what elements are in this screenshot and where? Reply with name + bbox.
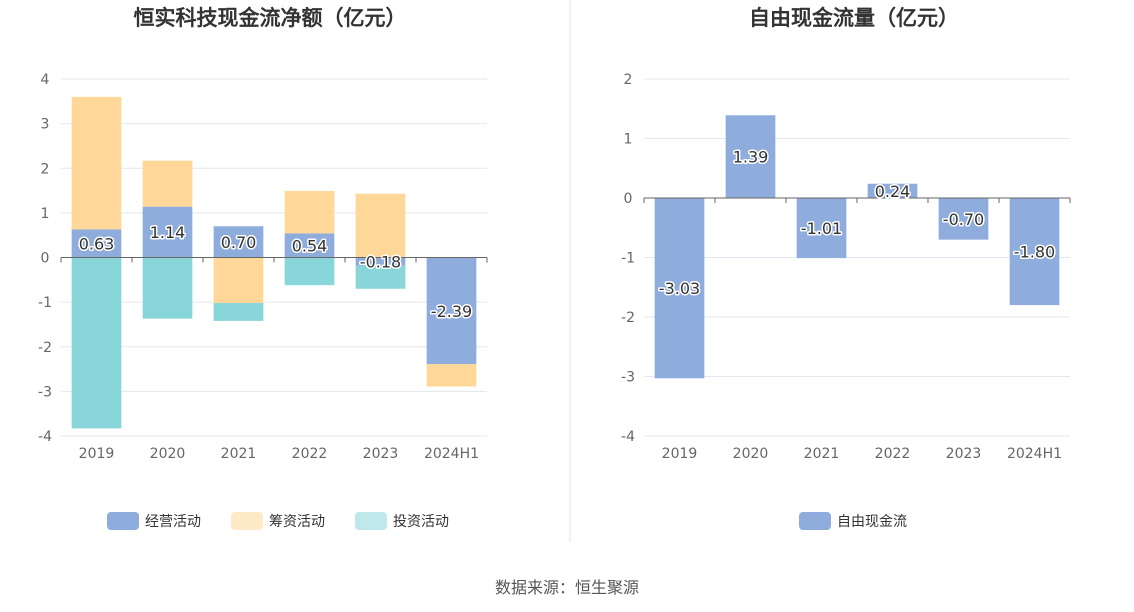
- cashflow-bar: [284, 257, 335, 286]
- cashflow-legend-swatch: [231, 512, 263, 530]
- free-cashflow-legend-swatch: [799, 512, 831, 530]
- free-cashflow-data-label: -3.03: [659, 279, 700, 298]
- free-cashflow-y-tick-label: -4: [621, 429, 635, 445]
- cashflow-bar: [71, 229, 122, 258]
- cashflow-legend-swatch: [355, 512, 387, 530]
- cashflow-bar: [284, 191, 335, 234]
- free-cashflow-x-tick-label: 2019: [662, 446, 698, 462]
- cashflow-y-tick-label: -3: [38, 384, 52, 400]
- free-cashflow-bar: [654, 198, 705, 379]
- free-cashflow-data-label: 0.24: [875, 182, 911, 201]
- cashflow-bar: [426, 257, 477, 365]
- free-cashflow-bar: [725, 115, 776, 198]
- cashflow-data-label: 0.63: [79, 234, 115, 253]
- free-cashflow-x-tick-label: 2023: [946, 446, 982, 462]
- cashflow-bar: [142, 160, 193, 207]
- free-cashflow-x-tick-label: 2021: [804, 446, 840, 462]
- free-cashflow-data-label: -1.80: [1014, 243, 1055, 262]
- cashflow-x-tick-label: 2023: [363, 446, 399, 462]
- left-chart-title: 恒实科技现金流净额（亿元）: [134, 6, 407, 30]
- cashflow-bar: [71, 96, 122, 230]
- data-source-note: 数据来源：恒生聚源: [494, 578, 639, 597]
- cashflow-x-tick-label: 2019: [79, 446, 115, 462]
- cashflow-x-tick-label: 2022: [292, 446, 328, 462]
- cashflow-y-tick-label: -2: [38, 340, 52, 356]
- cashflow-y-tick-label: -4: [38, 429, 52, 445]
- cashflow-data-label: 1.14: [150, 223, 186, 242]
- cashflow-y-tick-label: 1: [41, 206, 50, 222]
- free-cashflow-y-tick-label: -1: [621, 251, 635, 267]
- cashflow-data-label: -0.18: [360, 253, 401, 272]
- free-cashflow-x-tick-label: 2024H1: [1007, 446, 1062, 462]
- cashflow-legend-label: 筹资活动: [269, 513, 325, 530]
- cashflow-bar: [213, 257, 264, 304]
- free-cashflow-bar: [938, 198, 989, 240]
- cashflow-legend-swatch: [107, 512, 139, 530]
- free-cashflow-y-tick-label: 1: [624, 132, 633, 148]
- cashflow-x-tick-label: 2020: [150, 446, 186, 462]
- cashflow-data-label: -2.39: [431, 302, 472, 321]
- free-cashflow-y-tick-label: -2: [621, 310, 635, 326]
- free-cashflow-y-tick-label: -3: [621, 370, 635, 386]
- free-cashflow-data-label: -1.01: [801, 219, 842, 238]
- cashflow-legend-label: 投资活动: [393, 514, 449, 530]
- cashflow-bar: [355, 265, 406, 289]
- cashflow-y-tick-label: -1: [38, 295, 52, 311]
- free-cashflow-bar: [1009, 198, 1060, 306]
- left-chart: 4 3 2 1 0 -1 -2 -3 -4 2019 2020 2021 2022 2023 2024H1 0…: [38, 72, 488, 530]
- cashflow-bar: [213, 226, 264, 258]
- cashflow-bar: [142, 206, 193, 258]
- free-cashflow-bar: [796, 198, 847, 259]
- free-cashflow-data-label: -0.70: [943, 210, 984, 229]
- free-cashflow-x-tick-label: 2020: [733, 446, 769, 462]
- free-cashflow-y-tick-label: 0: [624, 191, 633, 207]
- cashflow-bar: [71, 257, 122, 429]
- cashflow-legend-label: 经营活动: [145, 514, 201, 530]
- right-chart-title: 自由现金流量（亿元）: [749, 6, 959, 30]
- free-cashflow-x-tick-label: 2022: [875, 446, 911, 462]
- cashflow-y-tick-label: 2: [41, 161, 50, 177]
- cashflow-bar: [355, 193, 406, 258]
- free-cashflow-data-label: 1.39: [733, 148, 769, 167]
- free-cashflow-y-tick-label: 2: [624, 72, 633, 88]
- cashflow-y-tick-label: 4: [41, 72, 50, 88]
- free-cashflow-legend-label: 自由现金流: [837, 514, 907, 530]
- cashflow-bar: [426, 364, 477, 387]
- cashflow-bar: [355, 257, 406, 266]
- cashflow-data-label: 0.70: [221, 233, 257, 252]
- cashflow-data-label: 0.54: [292, 236, 328, 255]
- cashflow-y-tick-label: 3: [41, 117, 50, 133]
- cashflow-y-tick-label: 0: [41, 251, 50, 267]
- cashflow-bar: [142, 257, 193, 319]
- cashflow-bar: [284, 233, 335, 258]
- free-cashflow-bar: [867, 183, 918, 198]
- cashflow-x-tick-label: 2021: [221, 446, 257, 462]
- cashflow-bar: [213, 303, 264, 321]
- cashflow-x-tick-label: 2024H1: [424, 446, 479, 462]
- right-chart: 2 1 0 -1 -2 -3 -4 2019 2020 2021 2022 2023 2024H1 -3.…: [621, 72, 1071, 530]
